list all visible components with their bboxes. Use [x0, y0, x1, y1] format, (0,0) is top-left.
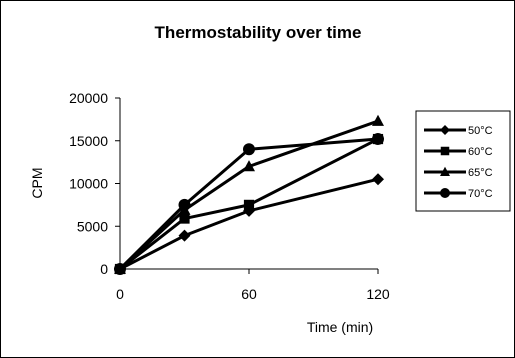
y-tick-label: 5000: [77, 218, 108, 234]
data-point-circle: [114, 263, 126, 275]
legend-marker-triangle: [440, 166, 450, 176]
data-point-diamond: [178, 229, 191, 242]
series-group: [114, 114, 384, 275]
data-point-circle: [178, 198, 191, 211]
y-tick-label: 20000: [69, 90, 108, 106]
y-tick-label: 15000: [69, 133, 108, 149]
x-axis-label: Time (min): [307, 319, 373, 335]
axis-ticks: 0 5000 10000 15000 20000 0 60 120: [69, 90, 390, 302]
data-point-circle: [372, 133, 384, 146]
x-tick-label: 0: [116, 286, 124, 302]
data-point-triangle: [243, 160, 255, 172]
legend-label: 60°C: [468, 146, 493, 158]
x-tick-label: 60: [241, 286, 257, 302]
y-tick-label: 0: [100, 261, 108, 277]
legend-marker-circle: [440, 188, 450, 198]
data-point-circle: [243, 143, 255, 156]
legend-label: 65°C: [468, 167, 493, 179]
y-axis-label: CPM: [29, 167, 45, 198]
legend-label: 70°C: [468, 188, 493, 200]
data-point-triangle: [372, 114, 384, 126]
series-line-circle: [118, 137, 379, 271]
data-point-square: [179, 213, 190, 224]
x-tick-label: 120: [366, 286, 390, 302]
chart-title: Thermostability over time: [155, 23, 362, 42]
data-point-diamond: [372, 173, 384, 186]
y-tick-label: 10000: [69, 176, 108, 192]
legend-marker-square: [440, 146, 450, 156]
legend-marker-diamond: [440, 125, 450, 135]
series-line-square: [119, 137, 379, 271]
series-line-diamond: [119, 177, 379, 271]
legend: 50°C 60°C 65°C 70°C: [424, 125, 493, 200]
data-point-square: [243, 199, 255, 210]
legend-label: 50°C: [468, 125, 493, 137]
legend-box: [415, 110, 511, 212]
